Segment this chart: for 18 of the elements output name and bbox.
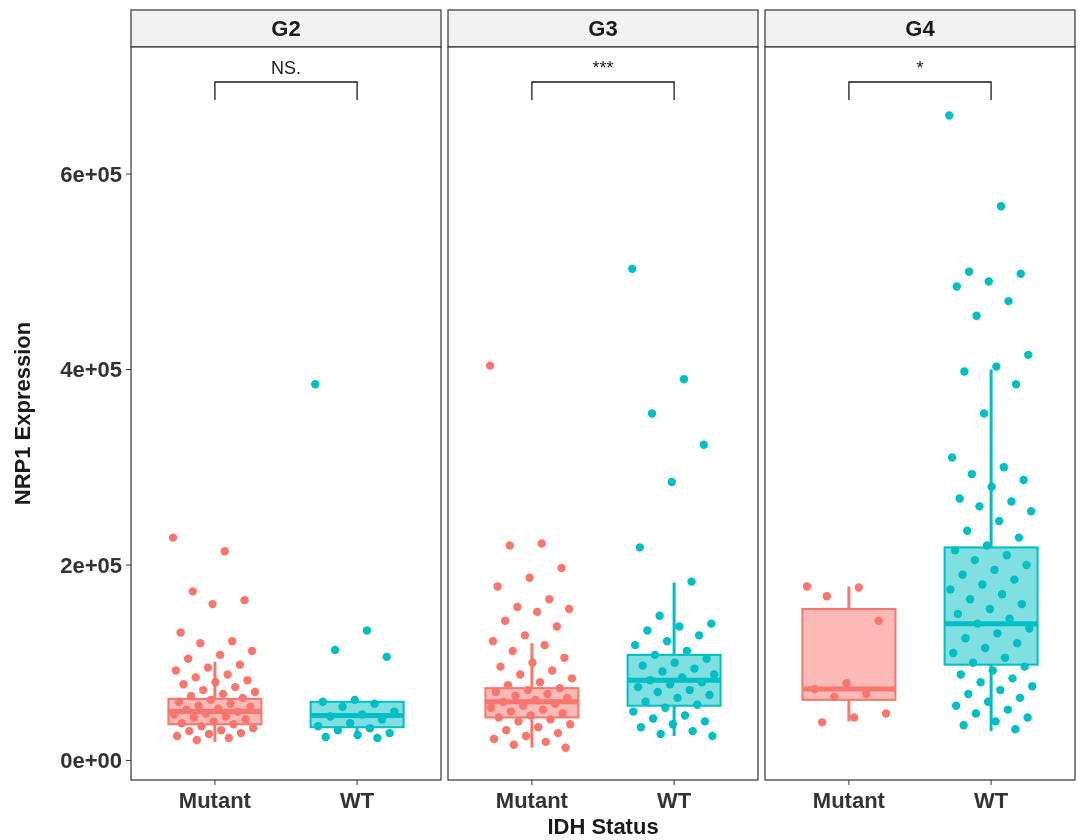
y-axis-title: NRP1 Expression xyxy=(10,321,35,506)
x-tick-label: WT xyxy=(974,788,1009,813)
x-axis-title: IDH Status xyxy=(547,814,659,839)
chart-title: G3 xyxy=(588,16,618,42)
x-tick-label: Mutant xyxy=(178,788,252,813)
y-tick-label: 4e+05 xyxy=(60,357,122,383)
annotation: * xyxy=(916,58,924,78)
chart-title: G4 xyxy=(905,16,936,42)
y-tick-label: 6e+05 xyxy=(60,161,122,187)
annotation: *** xyxy=(592,58,614,78)
y-tick-label: 2e+05 xyxy=(60,552,122,578)
x-tick-label: Mutant xyxy=(812,788,886,813)
chart-title: G2 xyxy=(271,16,301,42)
x-tick-label: Mutant xyxy=(495,788,569,813)
y-tick-label: 0e+00 xyxy=(60,748,122,774)
x-tick-label: WT xyxy=(340,788,375,813)
annotation: NS. xyxy=(270,58,302,78)
x-tick-label: WT xyxy=(657,788,692,813)
